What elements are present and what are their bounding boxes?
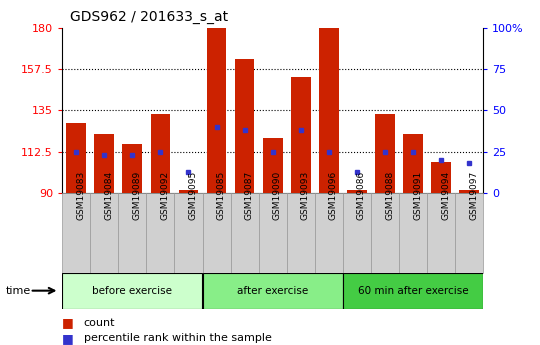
Text: before exercise: before exercise (92, 286, 172, 296)
Bar (343, 273, 483, 309)
Bar (94, 134, 114, 193)
Bar (179, 189, 198, 193)
Bar (146, 193, 174, 273)
Bar (231, 193, 259, 273)
Bar (151, 114, 170, 193)
Text: GSM19083: GSM19083 (76, 171, 85, 220)
Bar (371, 193, 399, 273)
Text: ■: ■ (62, 332, 74, 345)
Bar (202, 273, 343, 309)
Bar (455, 193, 483, 273)
Text: GSM19086: GSM19086 (357, 171, 366, 220)
Text: GSM19091: GSM19091 (413, 171, 422, 220)
Text: GSM19087: GSM19087 (245, 171, 254, 220)
Bar (403, 134, 423, 193)
Bar (207, 28, 226, 193)
Text: GSM19092: GSM19092 (160, 171, 170, 220)
Bar (343, 193, 371, 273)
Bar (287, 193, 315, 273)
Bar (174, 193, 202, 273)
Bar (62, 193, 90, 273)
Bar (123, 144, 142, 193)
Text: GSM19093: GSM19093 (301, 171, 310, 220)
Bar (118, 193, 146, 273)
Bar (431, 162, 451, 193)
Text: GSM19097: GSM19097 (469, 171, 478, 220)
Text: GSM19084: GSM19084 (104, 171, 113, 220)
Text: time: time (5, 286, 31, 296)
Text: GSM19096: GSM19096 (329, 171, 338, 220)
Text: count: count (84, 318, 115, 327)
Text: GSM19088: GSM19088 (385, 171, 394, 220)
Bar (202, 193, 231, 273)
Bar (259, 193, 287, 273)
Bar (319, 28, 339, 193)
Bar (315, 193, 343, 273)
Bar (235, 59, 254, 193)
Bar (66, 123, 86, 193)
Bar (90, 193, 118, 273)
Text: 60 min after exercise: 60 min after exercise (358, 286, 468, 296)
Text: GSM19085: GSM19085 (217, 171, 226, 220)
Bar (427, 193, 455, 273)
Bar (347, 189, 367, 193)
Bar (460, 189, 479, 193)
Bar (62, 273, 202, 309)
Bar (375, 114, 395, 193)
Bar (399, 193, 427, 273)
Text: GSM19095: GSM19095 (188, 171, 198, 220)
Text: ■: ■ (62, 316, 74, 329)
Text: GDS962 / 201633_s_at: GDS962 / 201633_s_at (70, 10, 228, 24)
Text: GSM19089: GSM19089 (132, 171, 141, 220)
Text: percentile rank within the sample: percentile rank within the sample (84, 333, 272, 343)
Text: after exercise: after exercise (237, 286, 308, 296)
Bar (263, 138, 282, 193)
Text: GSM19094: GSM19094 (441, 171, 450, 220)
Bar (291, 77, 310, 193)
Text: GSM19090: GSM19090 (273, 171, 282, 220)
